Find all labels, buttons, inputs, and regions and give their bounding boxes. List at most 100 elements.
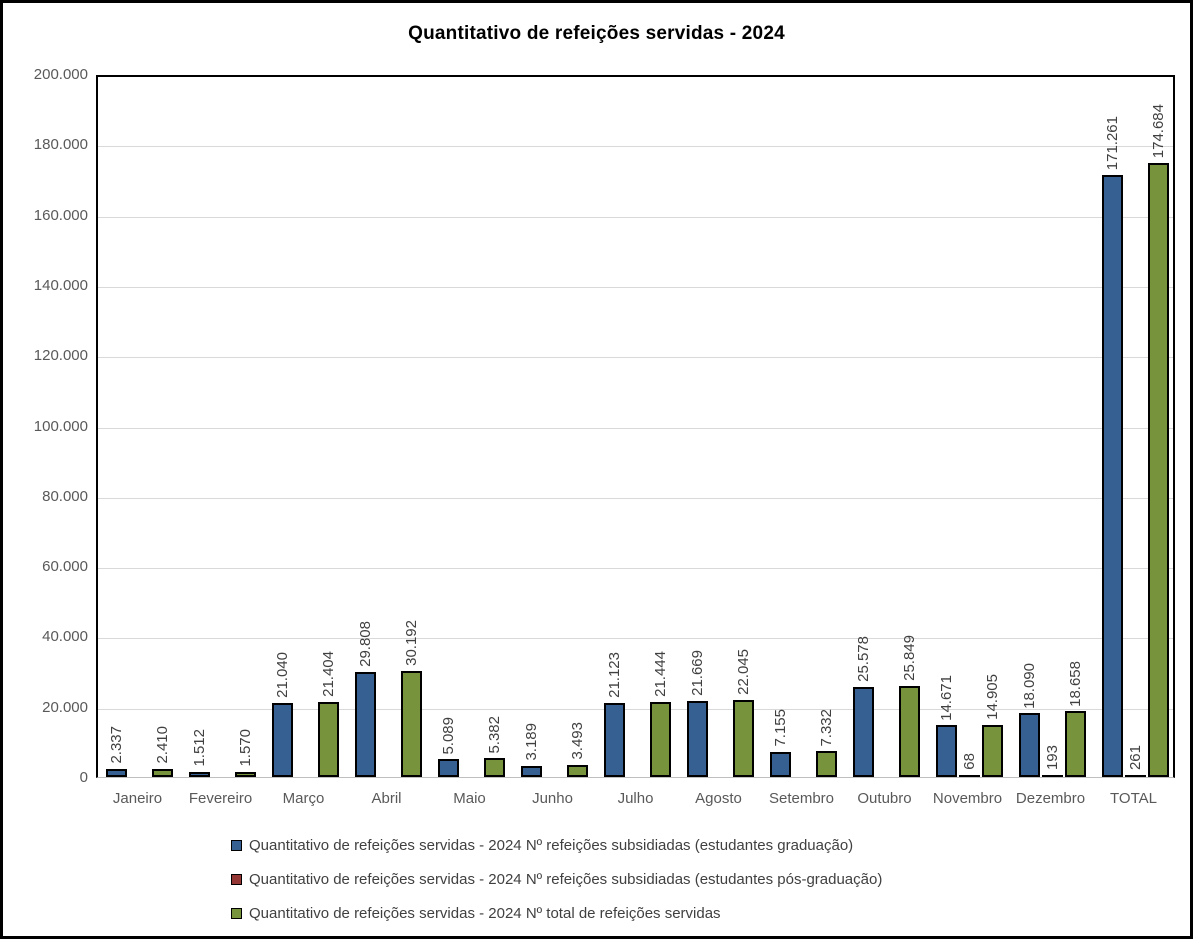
bar-series-1 [936,725,957,777]
bar-slot: 3.493 [566,77,589,777]
x-tick-label: Maio [453,790,486,807]
bar-value-label: 1.512 [190,729,208,767]
bar-slot: 21.444 [649,77,672,777]
legend-marker-icon [231,873,242,885]
bar-series-2 [1125,775,1146,777]
bar-slot [128,77,151,777]
bar-value-label: 29.808 [356,621,374,668]
bar-slot: 1.512 [188,77,211,777]
y-tick-label: 200.000 [33,66,88,83]
bar-series-3 [567,764,588,777]
bar-series-1 [521,765,542,777]
legend-item: Quantitativo de refeições servidas - 202… [231,834,882,856]
bar-group-março: 21.040 21.404 [264,77,347,777]
y-tick-label: 180.000 [33,136,88,154]
bar-group-fevereiro: 1.512 1.570 [181,77,264,777]
bar-slot: 7.155 [769,77,792,777]
bar-series-1 [438,759,459,777]
bar-value-label: 18.658 [1066,660,1084,707]
bar-slot: 21.123 [603,77,626,777]
y-tick-label: 100.000 [33,417,88,435]
bar-group-janeiro: 2.337 2.410 [98,77,181,777]
bar-value-label: 1.570 [236,728,254,767]
bar-slot: 5.089 [437,77,460,777]
x-tick-label: Novembro [932,790,1003,807]
legend: Quantitativo de refeições servidas - 202… [231,834,882,936]
bar-series-1 [853,687,874,777]
bar-slot: 21.669 [686,77,709,777]
x-tick-label: Janeiro [112,790,163,807]
bar-slot: 1.570 [234,77,257,777]
gridline [98,427,1173,429]
bar-slot [377,77,400,777]
bar-series-1 [1019,713,1040,777]
bar-value-label: 30.192 [402,620,420,666]
gridline [98,497,1173,499]
bar-value-label: 21.404 [319,650,337,697]
bar-group-abril: 29.808 30.192 [347,77,430,777]
bar-value-label: 14.905 [983,673,1001,720]
bar-series-3 [1065,711,1086,777]
y-tick-label: 60.000 [42,558,88,576]
bar-value-label: 174.684 [1149,103,1167,158]
bar-slot: 171.261 [1101,77,1124,777]
bar-value-label: 7.155 [771,709,789,747]
bar-slot: 14.671 [935,77,958,777]
chart-title: Quantitativo de refeições servidas - 202… [408,23,785,44]
bar-series-1 [604,702,625,777]
bar-slot: 21.040 [271,77,294,777]
bar-value-label: 21.123 [605,651,623,698]
bar-series-3 [152,768,173,777]
x-tick-label: Março [282,790,325,807]
bar-group-setembro: 7.155 7.332 [762,77,845,777]
bar-group-novembro: 14.671 68 14.905 [928,77,1011,777]
bar-value-label: 7.332 [817,708,835,747]
bar-series-1 [355,672,376,777]
bar-value-label: 18.090 [1020,662,1038,709]
bar-value-label: 5.382 [485,715,503,754]
bar-value-label: 3.493 [568,722,586,760]
bar-slot: 14.905 [981,77,1004,777]
bar-slot [792,77,815,777]
bar-series-3 [982,724,1003,777]
bar-series-3 [484,758,505,777]
bar-slot: 18.658 [1064,77,1087,777]
bar-value-label: 261 [1126,744,1144,770]
bar-series-1 [1102,175,1123,777]
x-tick-label: Julho [617,790,654,807]
bar-series-1 [272,703,293,777]
bar-value-label: 25.578 [854,636,872,683]
x-tick-label: Junho [532,790,573,807]
x-tick-label: Dezembro [1015,790,1086,807]
x-tick-label: TOTAL [1110,790,1157,807]
bar-slot: 174.684 [1147,77,1170,777]
bar-group-outubro: 25.578 25.849 [845,77,928,777]
bar-value-label: 21.444 [651,650,669,697]
gridline [98,568,1173,570]
bar-series-3 [899,686,920,777]
x-tick-label: Agosto [695,790,742,807]
gridline [98,146,1173,148]
bar-group-julho: 21.123 21.444 [596,77,679,777]
bar-slot: 2.410 [151,77,174,777]
bar-slot [626,77,649,777]
bar-value-label: 2.410 [153,725,171,764]
bar-series-1 [106,768,127,777]
bar-slot [709,77,732,777]
plot-area: 2.337 2.410 1.512 1.570 21.040 21.404 29.808 30… [96,75,1175,778]
legend-label: Quantitativo de refeições servidas - 202… [249,836,854,854]
bar-series-3 [235,771,256,777]
gridline [98,638,1173,640]
bar-slot [875,77,898,777]
y-tick-label: 0 [79,769,88,786]
bar-series-3 [1148,163,1169,777]
bar-value-label: 2.337 [107,726,125,764]
bar-group-dezembro: 18.090 193 18.658 [1011,77,1094,777]
bar-slot: 5.382 [483,77,506,777]
bar-group-maio: 5.089 5.382 [430,77,513,777]
legend-label: Quantitativo de refeições servidas - 202… [249,870,883,888]
bar-series-1 [770,751,791,777]
bar-slot [460,77,483,777]
gridline [98,216,1173,218]
